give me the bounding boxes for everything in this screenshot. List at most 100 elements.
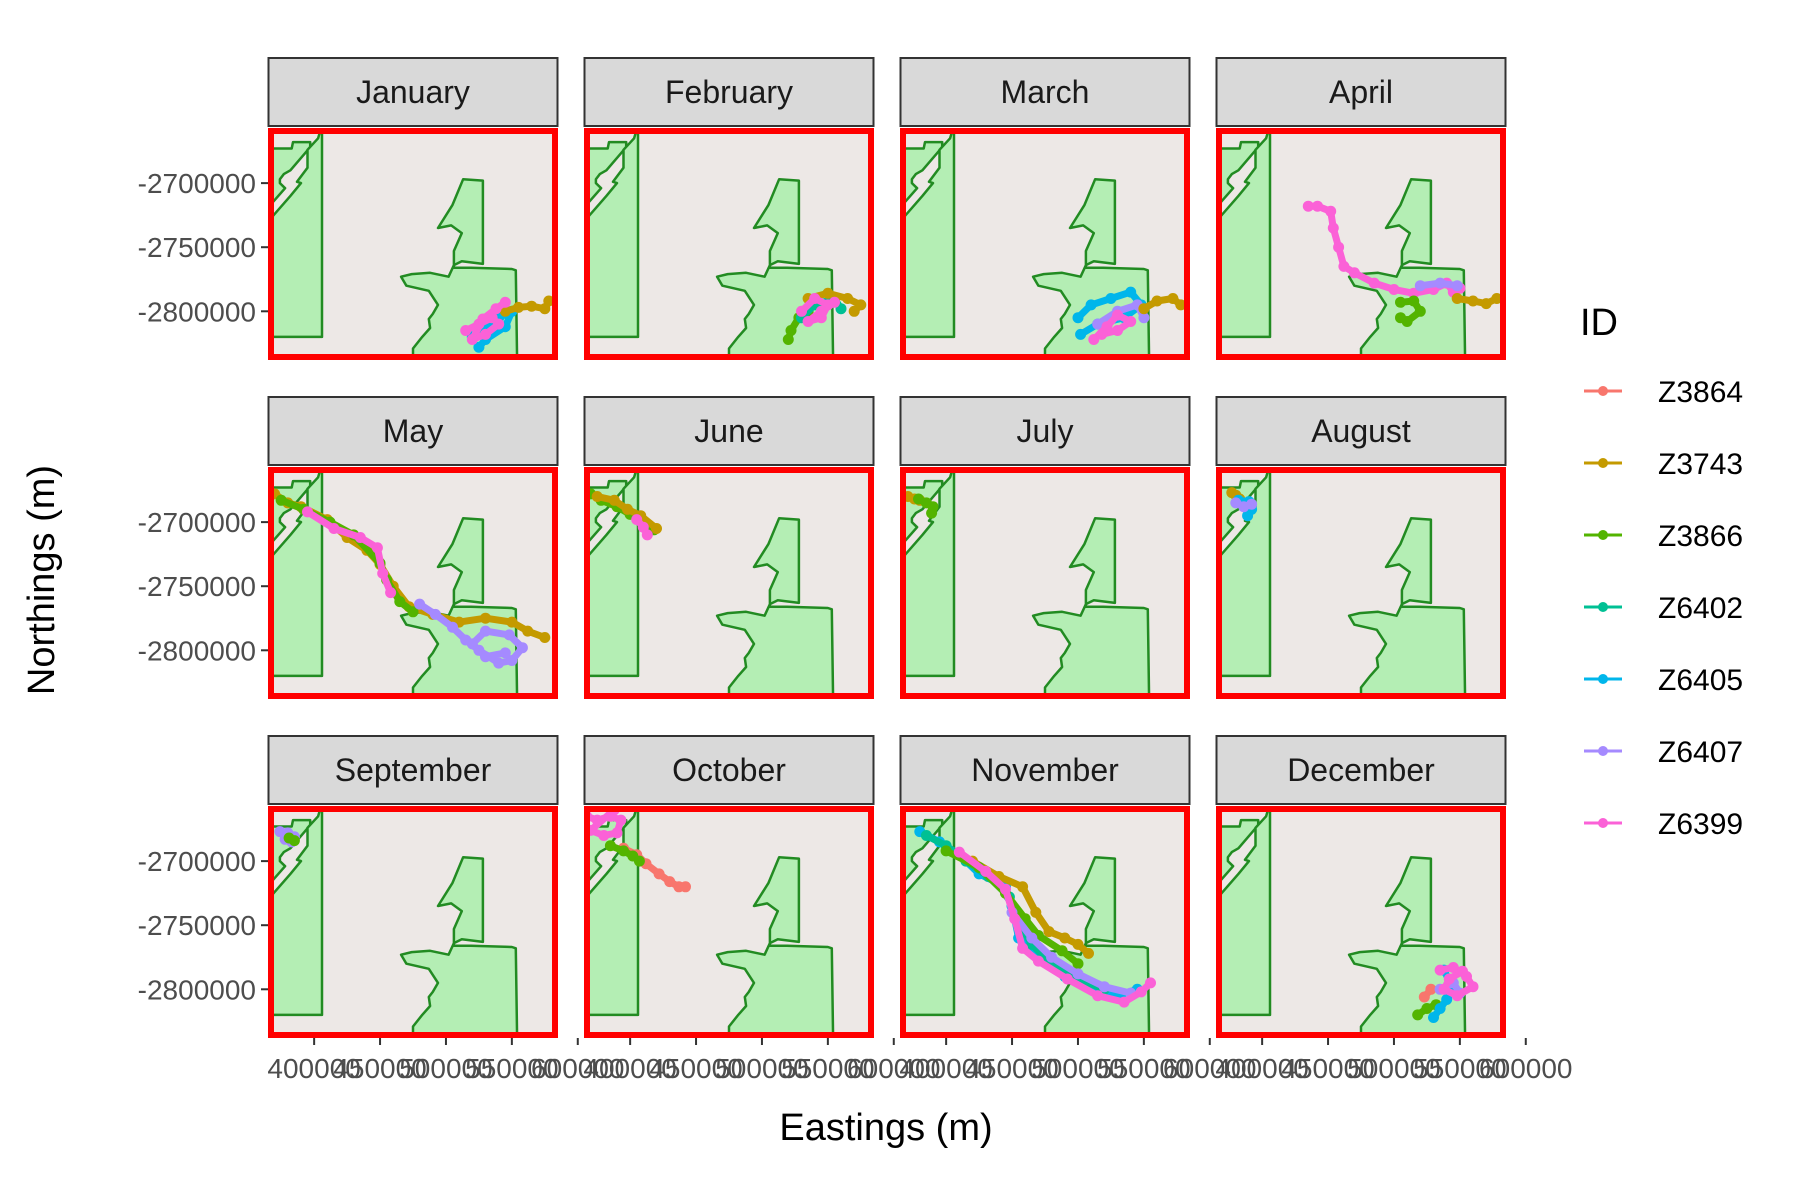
facet-strip xyxy=(899,735,1191,805)
y-tick-label: -2800000 xyxy=(138,296,256,327)
panel-content xyxy=(584,806,835,1038)
facet-may: May -2700000 -2750000 -2800000 xyxy=(138,396,559,699)
x-tick-label: 450000 xyxy=(649,1053,742,1084)
land-region xyxy=(1216,467,1272,678)
facet-strip xyxy=(1215,57,1507,127)
track-point xyxy=(1451,280,1463,292)
track-point xyxy=(493,318,505,330)
facet-label: April xyxy=(1329,74,1393,110)
track-point xyxy=(591,814,603,826)
track-point xyxy=(490,303,502,315)
track-point xyxy=(1101,321,1113,333)
track-point xyxy=(1061,973,1073,985)
panel-border xyxy=(900,128,1190,360)
track-point xyxy=(633,855,645,867)
track-point xyxy=(1075,328,1087,340)
track-z6407 xyxy=(414,598,528,669)
facet-june: June xyxy=(583,396,875,699)
track-point xyxy=(1125,286,1137,298)
x-tick-label: 500000 xyxy=(1347,1053,1440,1084)
facet-january: January -2700000 -2750000 -2800000 xyxy=(138,57,559,360)
track-z3743 xyxy=(499,295,555,317)
facet-label: October xyxy=(672,752,786,788)
panel-border xyxy=(584,467,874,699)
track-point xyxy=(653,868,665,880)
x-axis-title: Eastings (m) xyxy=(779,1107,992,1149)
track-point xyxy=(1312,200,1323,212)
x-tick-label: 400000 xyxy=(1215,1053,1308,1084)
panel-border xyxy=(268,806,558,1038)
land-region xyxy=(1347,178,1467,360)
track-point xyxy=(1092,318,1104,330)
track-point xyxy=(480,651,491,663)
track-point xyxy=(1112,309,1123,321)
track-z6399 xyxy=(302,506,397,599)
land-region xyxy=(584,806,640,1017)
track-point xyxy=(604,840,616,852)
track-z3866 xyxy=(604,840,645,867)
track-point xyxy=(796,305,807,317)
track-point xyxy=(513,301,524,313)
track-point xyxy=(539,632,551,643)
track-point xyxy=(608,494,620,506)
track-point xyxy=(503,629,515,641)
legend-item-z6402: Z6402 xyxy=(1584,592,1743,625)
track-point xyxy=(1434,277,1446,289)
track-point xyxy=(782,334,794,345)
track-point xyxy=(591,491,603,502)
legend-label: Z6405 xyxy=(1658,664,1743,697)
track-point xyxy=(1438,983,1450,995)
track-point xyxy=(622,503,633,515)
x-tick-label: 500000 xyxy=(715,1053,808,1084)
track-z3866 xyxy=(1395,295,1426,327)
x-tick-label: 500000 xyxy=(1031,1053,1124,1084)
legend-label: Z6402 xyxy=(1658,592,1743,625)
panel-content xyxy=(900,806,1156,1038)
track-point xyxy=(466,638,478,650)
track-point xyxy=(1246,498,1258,510)
legend-key-point xyxy=(1598,818,1608,828)
y-tick-label: -2700000 xyxy=(138,846,256,877)
x-tick-label: 550000 xyxy=(1097,1053,1190,1084)
facet-august: August xyxy=(1215,396,1507,699)
track-point xyxy=(1009,913,1021,925)
panel-border xyxy=(584,128,874,360)
track-point xyxy=(1072,312,1084,324)
track-line xyxy=(1453,295,1501,308)
track-point xyxy=(1175,299,1187,311)
legend: ID Z3864 Z3743 Z3866 Z6402 Z6405 Z6407 Z6399 xyxy=(1580,302,1743,841)
track-point xyxy=(1348,267,1360,279)
legend-items: Z3864 Z3743 Z3866 Z6402 Z6405 Z6407 Z6399 xyxy=(1584,376,1743,841)
track-point xyxy=(522,625,534,637)
track-point xyxy=(477,313,489,325)
track-z6399 xyxy=(460,296,511,345)
track-point xyxy=(328,523,340,534)
panel-content xyxy=(268,467,551,699)
track-point xyxy=(1421,1003,1433,1014)
track-point xyxy=(1072,968,1084,980)
track-point xyxy=(926,507,938,519)
panel-border xyxy=(900,467,1190,699)
track-z6399 xyxy=(796,293,840,327)
y-tick-label: -2750000 xyxy=(138,571,256,602)
panel-border xyxy=(268,467,558,699)
x-tick-label: 600000 xyxy=(1479,1053,1572,1084)
track-point xyxy=(980,865,992,877)
track-point xyxy=(1072,938,1084,950)
track-point xyxy=(1059,932,1071,944)
track-z6407 xyxy=(1414,277,1463,292)
legend-label: Z3743 xyxy=(1658,448,1743,481)
track-point xyxy=(1434,1003,1446,1014)
facet-february: February xyxy=(583,57,875,360)
track-point xyxy=(1395,312,1406,324)
track-point xyxy=(940,845,952,857)
track-point xyxy=(1451,990,1463,1002)
track-point xyxy=(385,587,397,599)
track-point xyxy=(920,830,932,841)
track-point xyxy=(1302,200,1314,212)
x-tick-label: 400000 xyxy=(267,1053,360,1084)
facet-july: July xyxy=(899,396,1191,699)
track-point xyxy=(499,296,511,308)
